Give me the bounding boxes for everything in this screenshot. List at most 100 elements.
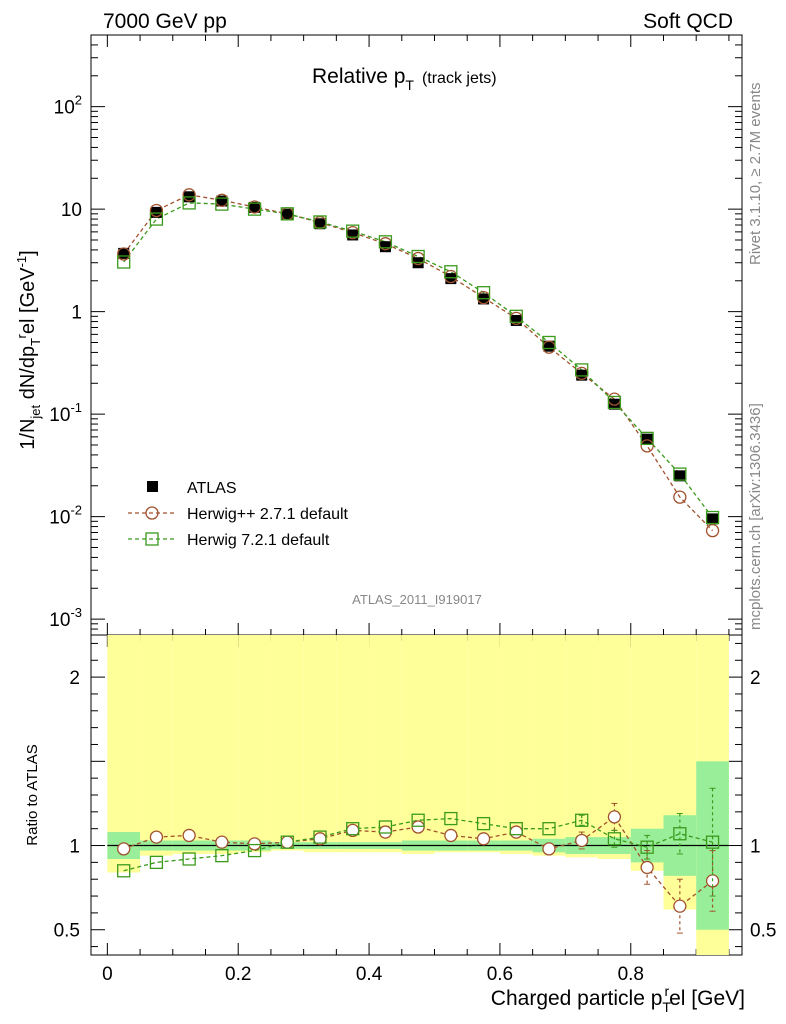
atlas-point xyxy=(216,195,228,207)
herwig7-ratio-point xyxy=(640,840,654,854)
x-tick-label: 0.8 xyxy=(618,964,644,985)
legend: ATLAS Herwig++ 2.7.1 default Herwig 7.2.… xyxy=(128,480,349,549)
ratio-band-outer xyxy=(434,635,468,853)
herwigpp-ratio-point xyxy=(149,830,164,844)
atlas-point xyxy=(118,247,130,259)
herwig7-point xyxy=(575,363,589,377)
herwigpp-ratio-point xyxy=(411,820,425,834)
y-tick-label-base: 10 xyxy=(49,610,70,631)
ratio-band-outer xyxy=(303,635,337,853)
y-tick-label: 10-1 xyxy=(49,400,82,426)
legend-herwigpp-label: Herwig++ 2.7.1 default xyxy=(187,506,349,523)
y-tick-label: 102 xyxy=(54,93,82,119)
herwig7-point xyxy=(313,215,327,229)
analysis-id: ATLAS_2011_I919017 xyxy=(352,592,482,607)
herwigpp-point xyxy=(673,490,687,504)
atlas-point xyxy=(510,314,522,326)
legend-atlas-label: ATLAS xyxy=(187,480,237,497)
ratio-band-outer xyxy=(467,635,500,853)
atlas-point xyxy=(445,273,457,285)
herwig7-point xyxy=(215,197,229,211)
herwigpp-ratio-point xyxy=(673,899,687,913)
y-tick-label-exp: -2 xyxy=(70,503,82,518)
herwig7-point xyxy=(378,235,393,249)
herwig7-ratio-point xyxy=(378,820,393,834)
ratio-band-outer xyxy=(140,635,173,856)
herwigpp-point xyxy=(149,203,164,218)
ratio-band-outer xyxy=(499,635,533,854)
y-tick-label: 10-3 xyxy=(49,605,82,631)
herwigpp-ratio-point xyxy=(117,842,131,856)
y-tick-label-base: 10 xyxy=(49,405,70,426)
ratio-band-outer xyxy=(369,635,402,853)
y-tick-label: 10-2 xyxy=(49,503,82,529)
ratio-band-outer xyxy=(532,635,566,856)
x-axis-label: Charged particle pTrel [GeV] xyxy=(491,983,745,1015)
ratio-tick-label-right: 0.5 xyxy=(750,921,776,942)
herwigpp-ratio-point xyxy=(575,833,589,848)
atlas-point xyxy=(281,208,293,220)
herwig7-ratio-point xyxy=(607,832,622,846)
atlas-point xyxy=(641,433,653,445)
x-tick-label: 0.4 xyxy=(356,964,383,985)
herwig7-point xyxy=(346,224,360,238)
herwig7-point xyxy=(542,335,556,350)
atlas-point xyxy=(314,218,326,230)
ratio-band-outer xyxy=(205,635,239,854)
legend-herwig7-marker xyxy=(145,532,159,546)
ratio-tick-label: 2 xyxy=(69,668,80,689)
y-tick-label: 1 xyxy=(71,303,82,324)
x-tick-label: 0.6 xyxy=(487,964,513,985)
herwig7-point xyxy=(444,265,458,279)
rivet-label: Rivet 3.1.10, ≥ 2.7M events xyxy=(747,83,764,266)
atlas-point xyxy=(379,241,391,253)
header-category: Soft QCD xyxy=(643,10,733,33)
series-layer xyxy=(117,188,720,538)
atlas-point xyxy=(150,206,162,218)
herwigpp-point xyxy=(705,523,720,538)
herwigpp-ratio-point xyxy=(607,810,622,824)
ratio-uncertainty-bands xyxy=(107,635,729,955)
ratio-series-layer xyxy=(117,787,720,934)
ratio-band-outer xyxy=(401,635,435,854)
ratio-tick-label: 0.5 xyxy=(54,921,80,942)
herwig7-ratio-point xyxy=(542,822,556,836)
herwig7-ratio-point xyxy=(280,835,294,849)
herwig7-point xyxy=(705,510,720,525)
herwig7-point xyxy=(509,309,523,323)
ratio-tick-label: 1 xyxy=(69,837,80,858)
atlas-point xyxy=(543,340,555,352)
herwig7-point xyxy=(247,202,262,216)
herwig7-point xyxy=(607,395,622,410)
herwig7-point xyxy=(182,196,196,210)
ratio-line-2 xyxy=(123,817,713,872)
chart-title: Relative pT (track jets) xyxy=(312,65,497,93)
herwigpp-ratio-point xyxy=(182,828,196,843)
herwig7-point xyxy=(117,255,131,269)
herwigpp-ratio-point xyxy=(542,842,556,856)
herwig7-ratio-point xyxy=(575,813,589,827)
atlas-point xyxy=(608,398,620,410)
ratio-band-outer xyxy=(336,635,370,853)
herwigpp-point xyxy=(117,247,131,261)
ratio-band-outer xyxy=(598,635,631,859)
atlas-point xyxy=(347,229,359,241)
ratio-ylabel: Ratio to ATLAS xyxy=(24,744,41,845)
herwig7-ratio-point xyxy=(313,830,327,844)
y-tick-label-base: 10 xyxy=(54,98,75,119)
herwigpp-ratio-point xyxy=(444,828,458,843)
main-ylabel: 1/Njet dN/dpTrel [GeV-1] xyxy=(14,250,43,449)
ratio-band-outer xyxy=(238,635,271,853)
herwig7-ratio-point xyxy=(182,852,196,866)
ratio-tick-label-right: 2 xyxy=(750,668,761,689)
herwigpp-point xyxy=(182,188,196,202)
herwig7-point xyxy=(411,249,425,264)
herwig7-ratio-point xyxy=(411,813,425,827)
herwig7-ratio-point xyxy=(346,822,360,836)
herwig7-point xyxy=(673,467,687,481)
y-tick-label-base: 10 xyxy=(49,508,70,529)
atlas-point xyxy=(674,470,686,482)
x-tick-label: 0 xyxy=(102,964,113,985)
herwig7-ratio-point xyxy=(149,855,164,870)
